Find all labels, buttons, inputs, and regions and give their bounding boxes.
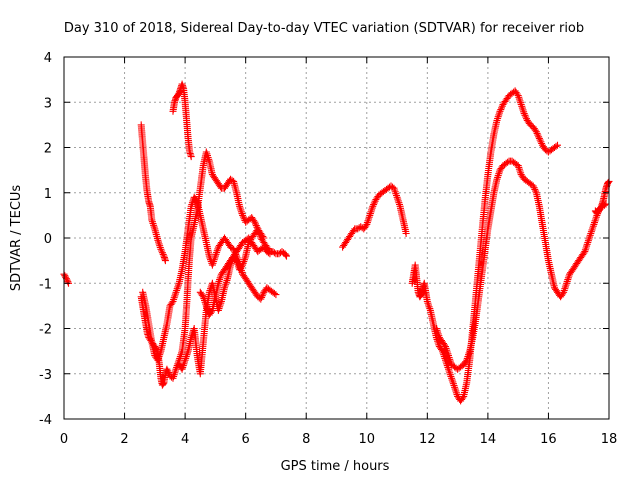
series-s10 — [432, 157, 610, 373]
series-s5 — [139, 193, 280, 364]
data-points — [60, 80, 613, 405]
marker-path — [169, 80, 195, 161]
series-s7 — [196, 234, 274, 319]
marker-path — [137, 121, 169, 265]
x-axis-label: GPS time / hours — [281, 459, 390, 474]
marker-path — [339, 182, 410, 251]
y-tick-label: 3 — [44, 96, 52, 111]
marker-path — [432, 157, 610, 373]
y-tick-label: 1 — [44, 187, 52, 202]
series-s8 — [339, 182, 410, 251]
marker-path — [139, 193, 280, 364]
marker-path — [591, 177, 613, 217]
x-tick-label: 12 — [419, 432, 436, 447]
x-tick-label: 2 — [120, 432, 128, 447]
y-tick-label: -3 — [39, 368, 52, 383]
x-tick-label: 4 — [181, 432, 189, 447]
series-s4 — [169, 80, 195, 161]
y-tick-label: -4 — [39, 413, 52, 428]
chart-title: Day 310 of 2018, Sidereal Day-to-day VTE… — [64, 21, 584, 36]
y-tick-label: 0 — [44, 232, 52, 247]
marker-path — [196, 234, 274, 319]
x-tick-label: 0 — [60, 432, 68, 447]
x-tick-label: 10 — [359, 432, 376, 447]
y-tick-label: 4 — [44, 51, 52, 66]
x-tick-label: 18 — [601, 432, 618, 447]
y-tick-label: -1 — [39, 277, 52, 292]
y-axis-label: SDTVAR / TECUs — [9, 185, 24, 292]
series-s2 — [137, 121, 169, 265]
y-tick-label: 2 — [44, 142, 52, 157]
series-s11 — [591, 177, 613, 217]
x-tick-label: 6 — [242, 432, 250, 447]
y-tick-label: -2 — [39, 323, 52, 338]
x-tick-label: 14 — [480, 432, 497, 447]
x-tick-label: 8 — [302, 432, 310, 447]
x-tick-label: 16 — [540, 432, 557, 447]
